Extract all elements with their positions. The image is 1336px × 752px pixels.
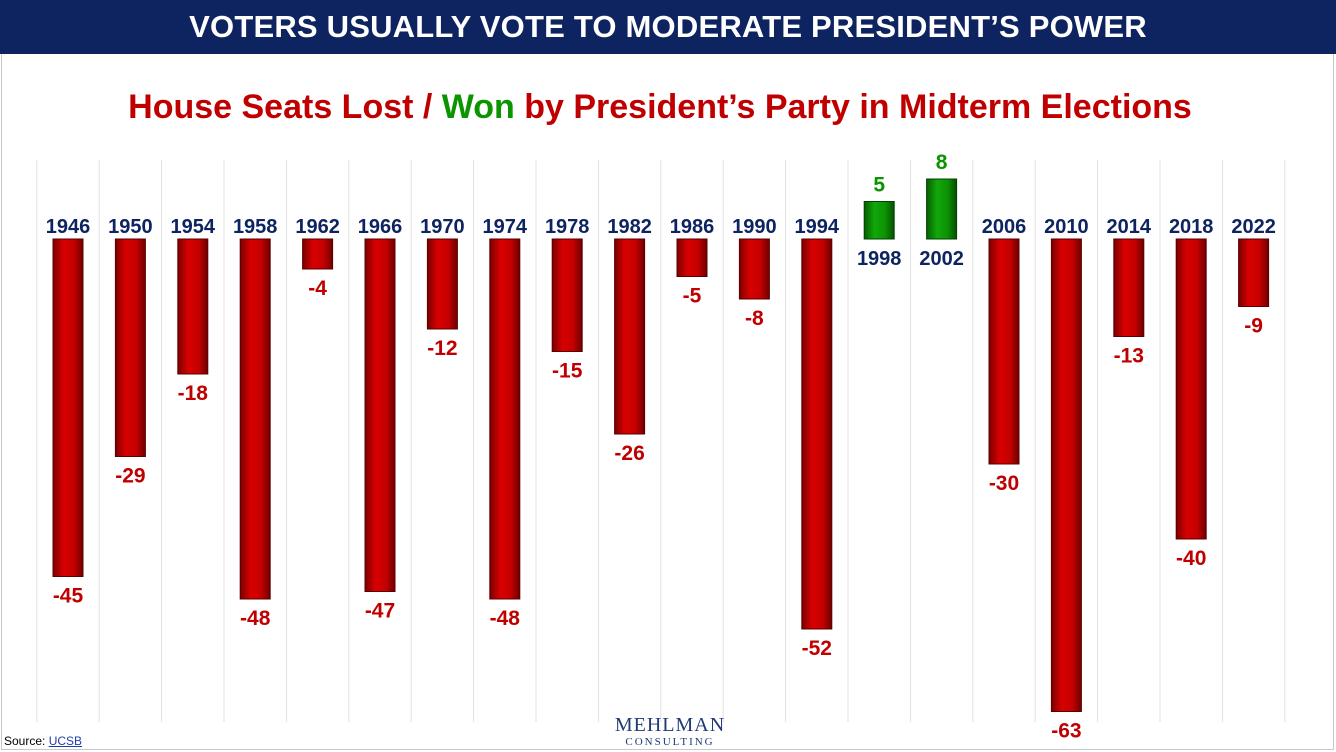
year-label-1978: 1978 <box>545 216 590 238</box>
bar-2022 <box>1238 238 1270 307</box>
year-label-1990: 1990 <box>732 216 777 238</box>
year-label-1998: 1998 <box>857 248 902 270</box>
bar-1962 <box>302 238 334 270</box>
labels: 1946 -45 1950 -29 1954 -18 1958 -48 1962 -4 1966 -4… <box>46 151 1276 743</box>
bar-1974 <box>489 238 521 600</box>
bar-1946 <box>52 238 84 577</box>
bar-1970 <box>426 238 458 330</box>
source-label: Source: <box>4 734 49 748</box>
value-label-1962: -4 <box>308 277 327 300</box>
bar-1950 <box>114 238 146 457</box>
year-label-1986: 1986 <box>670 216 715 238</box>
value-label-1954: -18 <box>178 382 209 405</box>
year-label-1982: 1982 <box>607 216 652 238</box>
value-label-1970: -12 <box>427 337 457 360</box>
year-label-1958: 1958 <box>233 216 278 238</box>
value-label-2002: 8 <box>936 151 948 174</box>
title-part-rest: by President’s Party in Midterm Election… <box>514 88 1192 126</box>
bar-1994 <box>801 238 833 630</box>
source-link[interactable]: UCSB <box>48 734 83 748</box>
value-label-1966: -47 <box>365 600 395 623</box>
logo-line1: MEHLMAN <box>614 714 726 736</box>
bar-1966 <box>364 238 396 592</box>
year-label-1954: 1954 <box>171 216 216 238</box>
title-part-won: Won <box>441 88 515 126</box>
year-label-1962: 1962 <box>295 216 340 238</box>
logo-line2: CONSULTING <box>625 736 715 748</box>
bar-1986 <box>676 238 708 277</box>
year-label-1950: 1950 <box>108 216 153 238</box>
value-label-1982: -26 <box>614 442 644 465</box>
bar-2010 <box>1050 238 1082 712</box>
bar-2018 <box>1175 238 1207 540</box>
bars <box>52 178 1270 712</box>
source-note: Source: UCSB <box>4 734 82 748</box>
chart-frame <box>1 54 1334 750</box>
bar-2014 <box>1113 238 1145 337</box>
bar-1978 <box>551 238 583 352</box>
value-label-1950: -29 <box>115 465 145 488</box>
year-label-2006: 2006 <box>982 216 1027 238</box>
year-label-1974: 1974 <box>483 216 528 238</box>
company-logo: MEHLMAN CONSULTING <box>610 714 730 748</box>
bar-1954 <box>177 238 209 375</box>
value-label-1978: -15 <box>552 360 583 383</box>
bar-1982 <box>614 238 646 435</box>
title-part-lost: House Seats Lost / <box>128 88 442 126</box>
chart-title: House Seats Lost / Won by President’s Pa… <box>0 88 1320 127</box>
bar-1990 <box>738 238 770 300</box>
year-label-2014: 2014 <box>1107 216 1152 238</box>
value-label-1986: -5 <box>683 285 702 308</box>
year-label-2018: 2018 <box>1169 216 1214 238</box>
value-label-2022: -9 <box>1244 315 1263 338</box>
value-label-1974: -48 <box>490 607 521 630</box>
year-label-2010: 2010 <box>1044 216 1089 238</box>
bar-2002 <box>926 178 958 240</box>
value-label-2018: -40 <box>1176 547 1206 570</box>
value-label-1994: -52 <box>802 637 832 660</box>
year-label-2022: 2022 <box>1231 216 1276 238</box>
banner-title: VOTERS USUALLY VOTE TO MODERATE PRESIDEN… <box>0 0 1336 54</box>
value-label-1946: -45 <box>53 585 84 608</box>
year-label-1970: 1970 <box>420 216 465 238</box>
value-label-2014: -13 <box>1114 345 1144 368</box>
value-label-2006: -30 <box>989 472 1019 495</box>
value-label-1990: -8 <box>745 307 764 330</box>
bar-1958 <box>239 238 271 600</box>
bar-1998 <box>863 201 895 240</box>
bar-2006 <box>988 238 1020 465</box>
value-label-1958: -48 <box>240 607 271 630</box>
year-label-1946: 1946 <box>46 216 91 238</box>
value-label-1998: 5 <box>873 174 885 197</box>
value-label-2010: -63 <box>1051 720 1081 743</box>
year-label-1966: 1966 <box>358 216 403 238</box>
gridlines <box>36 160 1286 722</box>
year-label-2002: 2002 <box>919 248 964 270</box>
year-label-1994: 1994 <box>795 216 840 238</box>
